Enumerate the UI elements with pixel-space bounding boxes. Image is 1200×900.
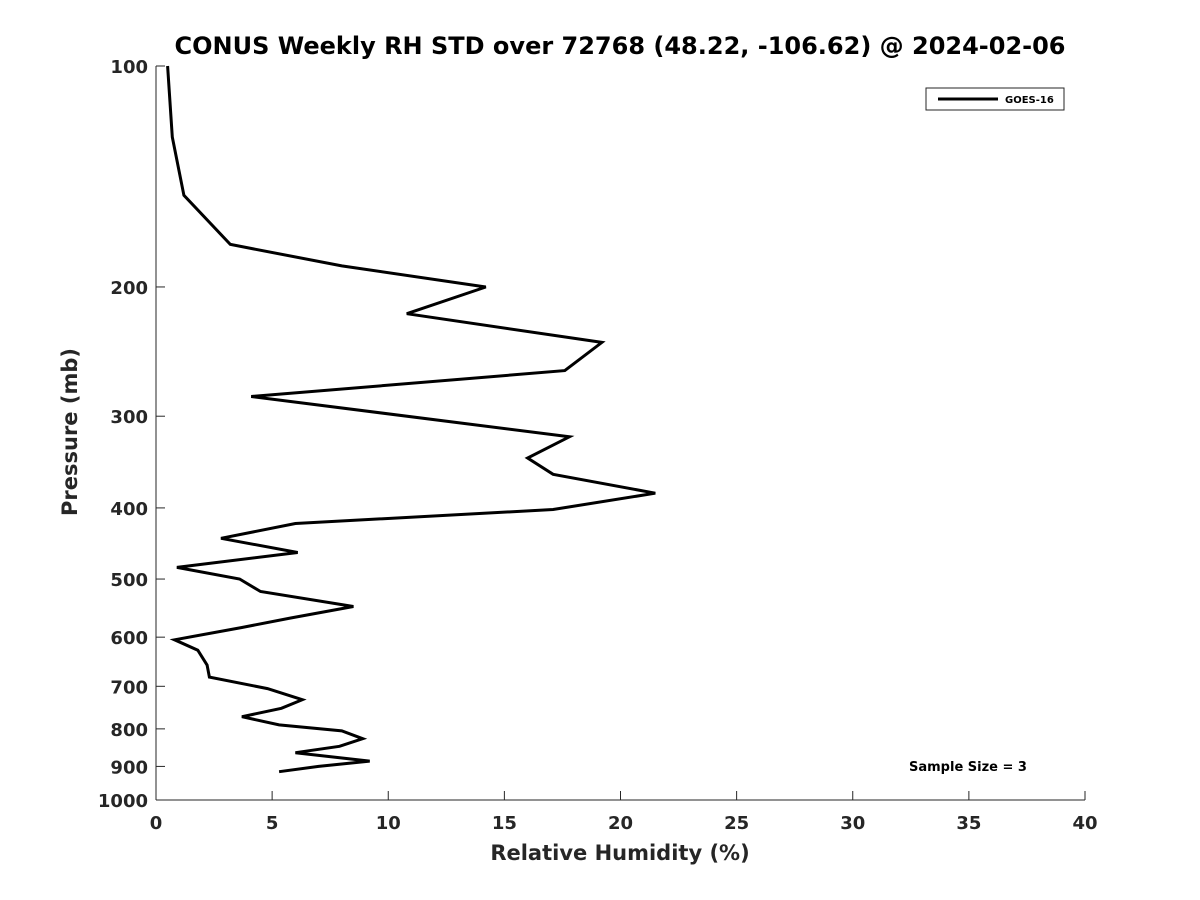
y-tick-label: 700 — [110, 677, 148, 698]
chart-title: CONUS Weekly RH STD over 72768 (48.22, -… — [174, 32, 1065, 60]
y-axis-label: Pressure (mb) — [58, 348, 82, 516]
legend: GOES-16 — [925, 87, 1065, 111]
axes — [155, 66, 1085, 801]
x-tick-label: 30 — [840, 813, 865, 834]
y-tick-label: 500 — [110, 570, 148, 591]
y-tick-label: 600 — [110, 628, 148, 649]
x-tick-label: 5 — [266, 813, 279, 834]
y-tick-label: 200 — [110, 278, 148, 299]
x-tick-label: 35 — [956, 813, 981, 834]
x-tick-label: 15 — [492, 813, 517, 834]
y-tick-label: 800 — [110, 720, 148, 741]
legend-label: GOES-16 — [1005, 95, 1054, 106]
series-lines — [166, 65, 656, 774]
y-tick-label: 400 — [110, 499, 148, 520]
y-tick-label: 300 — [110, 407, 148, 428]
y-tick-label: 1000 — [98, 791, 148, 812]
sample-size-annotation: Sample Size = 3 — [909, 760, 1027, 775]
tick-marks: 0 5 10 15 20 25 30 35 40 100 200 300 400 500 600 700 800… — [98, 57, 1098, 834]
x-tick-label: 25 — [724, 813, 749, 834]
x-tick-label: 10 — [376, 813, 401, 834]
x-tick-label: 0 — [150, 813, 163, 834]
y-tick-label: 900 — [110, 757, 148, 778]
series-line — [166, 65, 656, 774]
y-tick-label: 100 — [110, 57, 148, 78]
x-tick-label: 20 — [608, 813, 633, 834]
x-tick-label: 40 — [1072, 813, 1097, 834]
x-axis-label: Relative Humidity (%) — [490, 841, 749, 865]
